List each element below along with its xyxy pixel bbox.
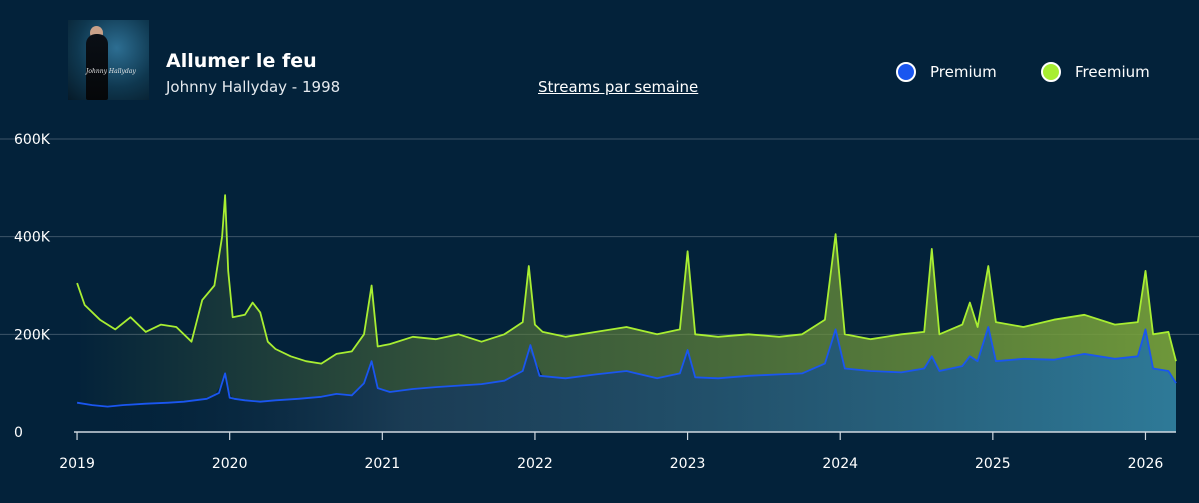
premium-area (77, 327, 1177, 432)
x-tick-label: 2019 (59, 456, 95, 472)
album-cover: Johnny Hallyday (68, 20, 149, 100)
legend-freemium-dot (1041, 62, 1061, 82)
legend-premium-dot (896, 62, 916, 82)
x-tick-label: 2022 (517, 456, 553, 472)
freemium-line (76, 194, 1177, 365)
series-areas (77, 195, 1177, 432)
y-axis-ticks: 0 200K 400K 600K (14, 132, 51, 441)
y-tick-label: 600K (14, 132, 51, 148)
legend-premium[interactable]: Premium (896, 62, 997, 82)
grid-lines (0, 138, 1199, 335)
premium-line (76, 326, 1177, 408)
legend-freemium[interactable]: Freemium (1041, 62, 1150, 82)
x-tick-label: 2023 (670, 456, 706, 472)
streams-per-week-link[interactable]: Streams par semaine (538, 78, 699, 96)
x-axis: 2019 2020 2021 2022 2023 2024 2025 2026 (59, 431, 1176, 472)
freemium-area (77, 195, 1177, 406)
y-tick-label: 200K (14, 327, 51, 343)
x-tick-label: 2026 (1128, 456, 1164, 472)
y-tick-label: 0 (14, 425, 23, 441)
x-tick-label: 2020 (212, 456, 248, 472)
x-tick-label: 2024 (822, 456, 858, 472)
cover-artist-figure (86, 34, 108, 100)
x-tick-label: 2021 (364, 456, 400, 472)
series-lines (76, 194, 1177, 408)
cover-text: Johnny Hallyday (86, 68, 136, 75)
x-tick-label: 2025 (975, 456, 1011, 472)
track-subtitle: Johnny Hallyday - 1998 (166, 78, 341, 96)
legend-freemium-label: Freemium (1075, 63, 1150, 81)
track-title: Allumer le feu (166, 50, 317, 72)
legend-premium-label: Premium (930, 63, 997, 81)
y-tick-label: 400K (14, 230, 51, 246)
